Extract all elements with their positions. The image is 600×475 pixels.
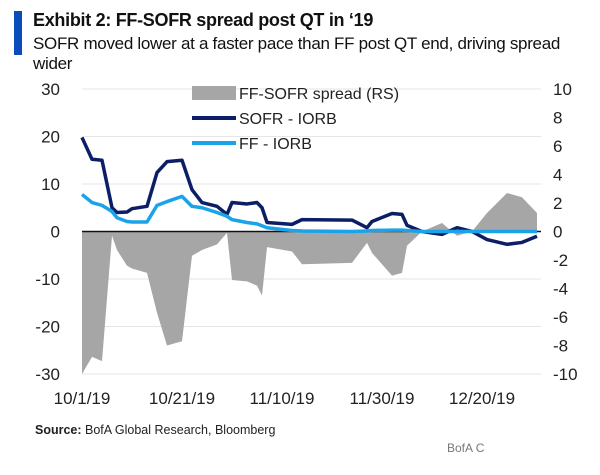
y-right-tick-label: 0: [553, 223, 562, 242]
chart-title: Exhibit 2: FF-SOFR spread post QT in ‘19: [33, 10, 374, 30]
y-left-tick-label: -20: [35, 318, 60, 337]
title-accent-bar: [14, 11, 22, 55]
y-left-tick-label: 10: [41, 175, 60, 194]
y-right-tick-label: -10: [553, 365, 578, 384]
source-note: Source: BofA Global Research, Bloomberg: [35, 423, 275, 437]
x-tick-label: 10/1/19: [54, 389, 111, 408]
legend-label-ff: FF - IORB: [239, 136, 312, 153]
x-tick-label: 11/10/19: [250, 389, 315, 408]
y-right-tick-label: 10: [553, 80, 572, 99]
series-line-ff: [80, 193, 537, 234]
y-left-tick-label: 20: [41, 128, 60, 147]
y-right-tick-label: -4: [553, 280, 568, 299]
series-line-sofr: [80, 136, 538, 247]
y-right-tick-label: 2: [553, 194, 562, 213]
source-label: Source:: [35, 423, 82, 437]
legend-swatch-spread: [192, 86, 236, 100]
x-tick-label: 12/20/19: [449, 389, 515, 408]
y-right-tick-label: -6: [553, 308, 568, 327]
y-left-tick-label: -30: [35, 365, 60, 384]
source-text: BofA Global Research, Bloomberg: [81, 423, 276, 437]
x-tick-label: 10/21/19: [149, 389, 215, 408]
y-left-tick-label: -10: [35, 270, 60, 289]
watermark: BofA C: [447, 441, 485, 455]
y-right-tick-label: 4: [553, 166, 562, 185]
y-right-tick-label: -2: [553, 251, 568, 270]
y-right-tick-label: -8: [553, 337, 568, 356]
y-right-tick-label: 6: [553, 137, 562, 156]
series-area-spread: [82, 193, 537, 374]
y-right-tick-label: 8: [553, 109, 562, 128]
chart-subtitle: SOFR moved lower at a faster pace than F…: [33, 34, 561, 73]
legend-label-sofr: SOFR - IORB: [239, 111, 337, 128]
legend-label-spread: FF-SOFR spread (RS): [239, 86, 399, 103]
x-tick-label: 11/30/19: [350, 389, 415, 408]
y-left-tick-label: 0: [51, 223, 60, 242]
y-left-tick-label: 30: [41, 80, 60, 99]
